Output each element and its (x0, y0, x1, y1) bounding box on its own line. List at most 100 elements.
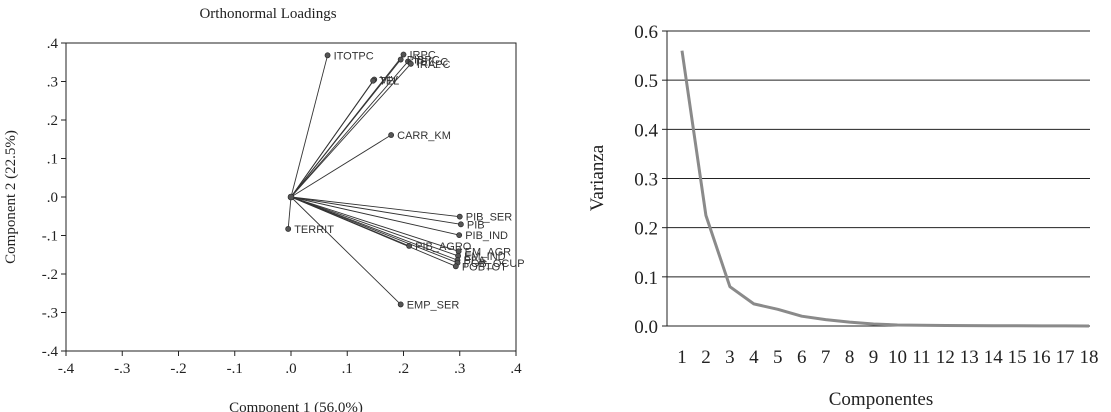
loading-label-pib_agro: PIB_AGRO (415, 241, 472, 253)
loading-label-irpc: IRPC (410, 50, 436, 62)
loading-vector-irapc (290, 63, 412, 198)
x-tick-label: 10 (888, 347, 907, 368)
x-tick-label: .3 (454, 361, 465, 377)
loading-label-tel: TEL (379, 76, 399, 88)
loading-vector-em_agr (290, 196, 459, 252)
x-tick-label: 8 (845, 347, 855, 368)
loading-point-itotpc (324, 52, 331, 59)
x-tick-label: 5 (773, 347, 783, 368)
y-tick-label: .4 (47, 36, 59, 52)
scree-series (680, 50, 1090, 328)
y-tick-label: -.1 (42, 229, 58, 245)
y-tick-label: 0.4 (634, 120, 658, 141)
x-tick-label: 15 (1008, 347, 1027, 368)
loading-point-irapc (407, 60, 414, 67)
loading-point-pib_ind (456, 232, 463, 239)
loading-label-irapc: IRAPC (417, 59, 451, 71)
loading-label-tel_c: TEL_C (414, 56, 448, 68)
x-tick-label: -.3 (114, 361, 130, 377)
loading-label-em_ind: EM_IND (464, 251, 506, 263)
loadings-x-ticks: -.4 -.3 -.2 -.1 .0 .1 .2 .3 .4 (58, 351, 522, 377)
x-tick-label: .0 (285, 361, 296, 377)
variance-line (680, 50, 1090, 328)
loading-label-carr_km: CARR_KM (397, 130, 451, 142)
loadings-x-axis-label: Component 1 (56.0%) (229, 400, 363, 412)
x-tick-label: 9 (869, 347, 879, 368)
scree-gridlines (667, 30, 1090, 327)
y-tick-label: 0.5 (634, 71, 658, 92)
loading-vector-tel (290, 80, 374, 198)
x-tick-label: .4 (510, 361, 522, 377)
y-tick-label: 0.2 (634, 219, 658, 240)
scree-chart: 0.00.10.20.30.40.50.6 1 2 3 4 5 6 7 8 9 10 11 12 13 1… (587, 22, 1099, 410)
loading-vector-pibpc (290, 59, 402, 198)
loading-label-viv: VIV (380, 75, 398, 87)
y-tick-label: .2 (47, 113, 58, 129)
y-tick-label: .0 (47, 190, 58, 206)
loading-point-pib_agro (406, 242, 413, 249)
loading-vector-territ (287, 196, 292, 229)
loading-label-itotpc: ITOTPC (334, 50, 374, 62)
x-tick-label: 16 (1032, 347, 1051, 368)
y-tick-label: 0.6 (634, 22, 658, 43)
loading-point-territ (285, 226, 292, 232)
origin-point (287, 193, 295, 201)
scree-x-ticks: 1 2 3 4 5 6 7 8 9 10 11 12 13 14 15 16 17 18 (677, 347, 1098, 368)
loading-point-pibpc (397, 56, 404, 63)
y-tick-label: 0.0 (634, 317, 658, 338)
loading-vector-pobtot (290, 196, 456, 267)
loading-point-tel (370, 77, 377, 84)
y-tick-label: .1 (47, 152, 58, 168)
loading-vector-carr_km (290, 134, 392, 198)
y-tick-label: 0.1 (634, 268, 658, 289)
loading-vector-pob_ocup (290, 196, 458, 264)
y-tick-label: -.4 (42, 344, 59, 360)
x-tick-label: .2 (398, 361, 409, 377)
loading-vector-pib (290, 196, 461, 225)
loading-point-emp_ser (397, 301, 404, 308)
loading-vector-pib_ser (290, 196, 460, 218)
x-tick-label: 13 (960, 347, 979, 368)
x-tick-label: 14 (984, 347, 1004, 368)
loading-label-pib: PIB (467, 219, 485, 231)
loadings-y-axis-label: Component 2 (22.5%) (3, 130, 19, 264)
loadings-chart: Orthonormal Loadings -.4 -.3 -.2 -.1 .0 .1 .2.… (3, 6, 525, 412)
loading-label-pib_ser: PIB_SER (466, 212, 513, 224)
x-tick-label: 1 (677, 347, 687, 368)
y-tick-label: 0.3 (634, 170, 658, 191)
scree-y-axis-label: Varianza (587, 144, 608, 211)
loadings-title: Orthonormal Loadings (199, 6, 336, 22)
x-tick-label: 3 (725, 347, 735, 368)
x-tick-label: 4 (749, 347, 759, 368)
loading-label-territ: TERRIT (294, 224, 334, 236)
loadings-y-ticks: .4 .3 .2 .1 .0 -.1 -.2 -.3 -.4 (42, 36, 66, 360)
x-tick-label: 2 (701, 347, 711, 368)
loading-point-pobtot (452, 263, 459, 270)
loading-point-irpc (400, 51, 407, 58)
loading-label-pob_ocup: POB_OCUP (464, 258, 525, 270)
x-tick-label: -.2 (170, 361, 186, 377)
x-tick-label: -.4 (58, 361, 75, 377)
x-tick-label: 7 (821, 347, 831, 368)
loading-point-carr_km (388, 132, 395, 138)
loading-vectors (287, 54, 461, 305)
x-tick-label: 6 (797, 347, 807, 368)
loading-vector-tel_c (290, 61, 409, 198)
y-tick-label: -.2 (42, 267, 58, 283)
x-tick-label: -.1 (227, 361, 243, 377)
loading-vector-pib_ind (290, 196, 460, 236)
loading-label-emp_ser: EMP_SER (407, 299, 460, 311)
x-tick-label: 12 (936, 347, 955, 368)
loading-points (285, 51, 464, 308)
loading-vector-em_ind (290, 196, 459, 257)
loading-label-em_agr: EM_AGR (465, 246, 512, 258)
loading-label-pib_ind: PIB_IND (465, 230, 508, 242)
loading-label-pobtot: POBTOT (462, 261, 507, 273)
y-tick-label: .3 (47, 75, 58, 91)
scree-x-axis-label: Componentes (829, 389, 934, 410)
loading-point-pib_ser (456, 213, 463, 220)
loading-vector-emp_ser (290, 196, 402, 305)
x-tick-label: 17 (1056, 347, 1075, 368)
